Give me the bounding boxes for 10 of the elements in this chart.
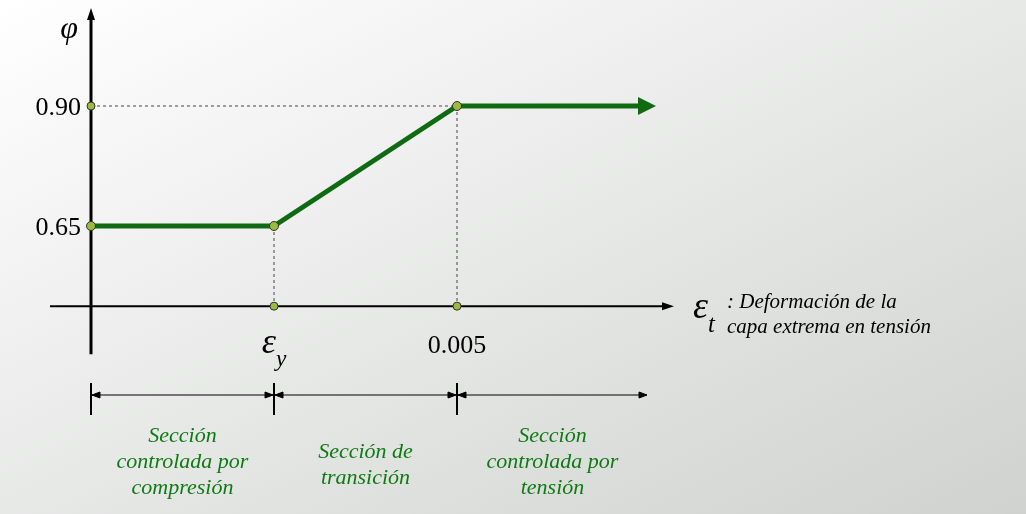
y-tick-label: 0.90 xyxy=(35,92,81,121)
x-axis-title: ε$_{t}$ xyxy=(693,284,717,337)
text: Sección de transición xyxy=(318,438,414,489)
text: Sección controlada por tensión xyxy=(486,422,619,499)
x-tick-label: ε$_{y}$ xyxy=(261,321,287,372)
x-tick-label: 0.005 xyxy=(427,330,487,360)
text: Sección controlada por compresión xyxy=(116,422,249,499)
y-axis-title: φ xyxy=(60,9,78,45)
y-tick-label: 0.65 xyxy=(35,212,81,241)
text: : Deformación de la capa extrema en tensión xyxy=(727,289,931,339)
